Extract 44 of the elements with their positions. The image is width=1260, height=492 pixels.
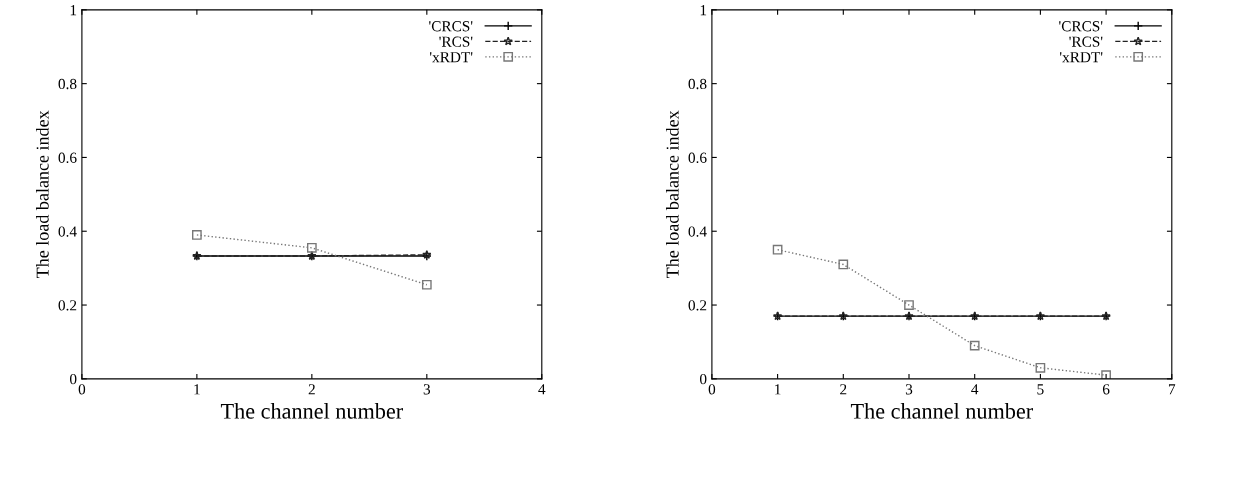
y-tick-label: 0.4: [688, 226, 707, 237]
legend-label: 'xRDT': [429, 52, 473, 63]
point: [1101, 370, 1111, 379]
x-axis-title: The channel number: [850, 403, 1033, 419]
point: [969, 340, 980, 351]
x-tick-label: 0: [78, 384, 86, 395]
point: [306, 242, 317, 253]
x-tick-label: 3: [905, 384, 913, 395]
y-tick-label: 0.8: [58, 78, 77, 90]
legend-label: 'CRCS': [429, 21, 473, 32]
y-tick-label: 0.8: [688, 78, 707, 90]
legend-label: 'CRCS': [1059, 21, 1103, 32]
y-tick-label: 0.2: [688, 300, 707, 311]
point: [421, 279, 432, 290]
point: [904, 300, 914, 310]
y-tick-label: 0.6: [688, 152, 707, 163]
y-tick-label: 0.4: [58, 226, 77, 237]
legend-label: 'RCS': [439, 36, 473, 47]
x-tick-label: 6: [1102, 384, 1110, 395]
y-tick-label: 0: [699, 373, 707, 385]
y-tick-label: 1: [70, 5, 77, 16]
x-tick-label: 0: [708, 384, 716, 395]
x-tick-label: 4: [538, 384, 546, 395]
point: [838, 259, 849, 270]
x-tick-label: 4: [971, 384, 979, 395]
y-tick-label: 1: [700, 5, 707, 16]
x-axis-title: The channel number: [220, 403, 403, 419]
x-tick-label: 2: [840, 384, 847, 395]
x-tick-label: 5: [1037, 384, 1044, 395]
legend-label: 'xRDT': [1059, 52, 1103, 63]
point: [1035, 362, 1046, 373]
x-tick-label: 3: [423, 384, 431, 395]
point: [192, 230, 202, 240]
x-tick-label: 7: [1168, 384, 1176, 395]
y-tick-label: 0: [69, 373, 77, 385]
x-tick-label: 1: [775, 384, 781, 395]
x-tick-label: 1: [194, 384, 200, 395]
y-axis-title: The load balance index: [666, 110, 679, 278]
y-tick-label: 0.2: [58, 300, 77, 311]
y-tick-label: 0.6: [58, 152, 77, 163]
point: [772, 244, 783, 255]
legend-label: 'RCS': [1069, 36, 1103, 47]
y-axis-title: The load balance index: [36, 110, 49, 278]
x-tick-label: 2: [308, 384, 315, 395]
